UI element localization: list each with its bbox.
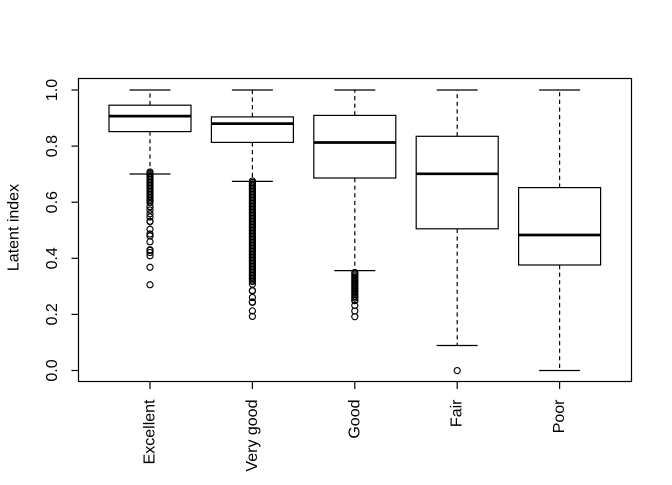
svg-text:0.8: 0.8 (44, 135, 61, 157)
svg-text:1.0: 1.0 (44, 79, 61, 101)
svg-text:Very good: Very good (244, 400, 261, 472)
svg-text:Latent index: Latent index (6, 184, 23, 271)
svg-text:0.0: 0.0 (44, 359, 61, 381)
svg-text:Excellent: Excellent (142, 399, 159, 464)
svg-text:Good: Good (346, 400, 363, 439)
svg-text:0.2: 0.2 (44, 303, 61, 325)
svg-text:0.6: 0.6 (44, 191, 61, 213)
svg-text:Fair: Fair (449, 399, 466, 427)
svg-text:Poor: Poor (551, 399, 568, 433)
svg-text:0.4: 0.4 (44, 247, 61, 269)
